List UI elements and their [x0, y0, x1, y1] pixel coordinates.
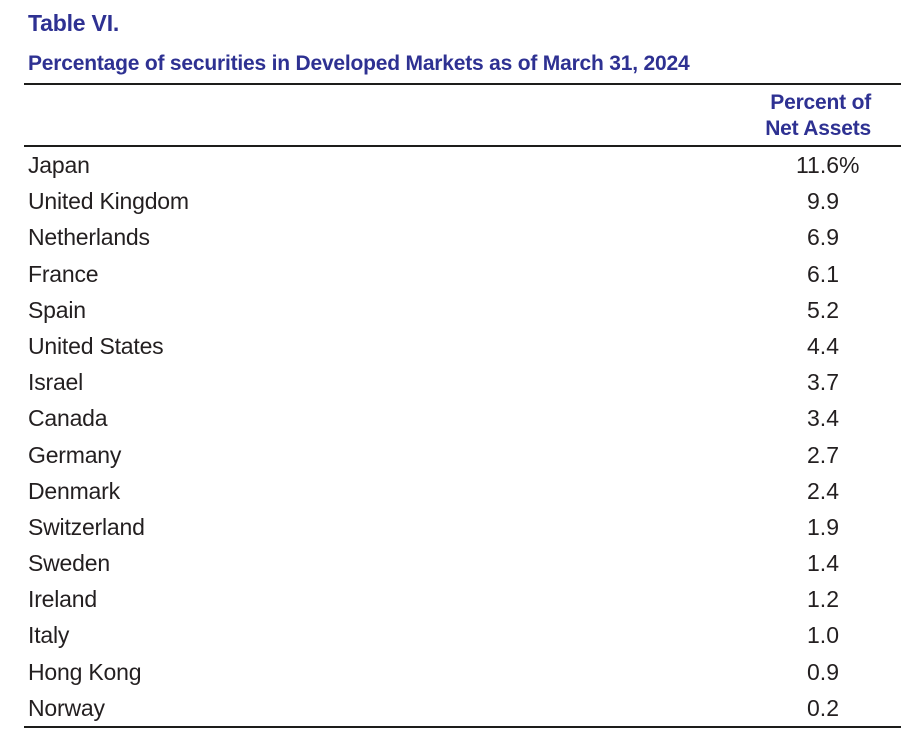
table-row: Canada 3.4 [24, 400, 901, 436]
table-row: Ireland 1.2 [24, 581, 901, 617]
percent-value: 3.7 [807, 364, 839, 400]
table-row: Japan 11.6% [24, 147, 901, 183]
percent-number: 6.9 [807, 224, 839, 251]
percent-value: 1.9 [807, 509, 839, 545]
percent-value: 6.1 [807, 256, 839, 292]
value-column-header-line2: Net Assets [765, 117, 871, 140]
table-row: Hong Kong 0.9 [24, 654, 901, 690]
country-name: Canada [28, 405, 108, 432]
table-row: United Kingdom 9.9 [24, 183, 901, 219]
top-rule [24, 83, 901, 85]
table-row: Italy 1.0 [24, 617, 901, 653]
percent-value: 1.0 [807, 617, 839, 653]
percent-number: 9.9 [807, 188, 839, 215]
percent-number: 3.4 [807, 405, 839, 432]
percent-number: 1.0 [807, 622, 839, 649]
table-row: Denmark 2.4 [24, 473, 901, 509]
country-name: Sweden [28, 550, 110, 577]
country-name: Ireland [28, 586, 97, 613]
country-name: France [28, 260, 99, 287]
percent-number: 5.2 [807, 296, 839, 323]
percent-value: 5.2 [807, 292, 839, 328]
country-name: Switzerland [28, 513, 145, 540]
percent-value: 0.2 [807, 690, 839, 726]
percent-number: 1.9 [807, 513, 839, 540]
table-row: Switzerland 1.9 [24, 509, 901, 545]
value-column-header: Percent of Net Assets [24, 85, 901, 145]
percent-number: 3.7 [807, 369, 839, 396]
country-name: Spain [28, 296, 86, 323]
country-name: Norway [28, 694, 105, 721]
header-rule [24, 145, 901, 147]
percent-value: 1.2 [807, 581, 839, 617]
table-row: Netherlands 6.9 [24, 219, 901, 255]
country-name: United States [28, 332, 164, 359]
table-label: Table VI. [28, 10, 120, 36]
percent-value: 0.9 [807, 654, 839, 690]
percent-number: 0.2 [807, 694, 839, 721]
percent-value: 1.4 [807, 545, 839, 581]
percent-value: 3.4 [807, 400, 839, 436]
table-row: Sweden 1.4 [24, 545, 901, 581]
table-row: Israel 3.7 [24, 364, 901, 400]
country-name: Israel [28, 369, 84, 396]
table-row: Spain 5.2 [24, 292, 901, 328]
table-row: Germany 2.7 [24, 437, 901, 473]
country-name: Denmark [28, 477, 120, 504]
percent-number: 2.7 [807, 441, 839, 468]
percent-value: 2.4 [807, 473, 839, 509]
percent-value: 9.9 [807, 183, 839, 219]
table-row: United States 4.4 [24, 328, 901, 364]
bottom-rule [24, 726, 901, 728]
table-row: Norway 0.2 [24, 690, 901, 726]
country-name: Germany [28, 441, 122, 468]
table-body: Japan 11.6% United Kingdom 9.9 Netherlan… [24, 147, 901, 726]
table-title: Percentage of securities in Developed Ma… [28, 52, 690, 75]
percent-number: 11.6 [795, 152, 839, 178]
percent-value: 6.9 [807, 219, 839, 255]
table-row: France 6.1 [24, 256, 901, 292]
percent-number: 0.9 [807, 658, 839, 685]
percent-number: 4.4 [807, 332, 839, 359]
country-name: United Kingdom [28, 188, 189, 215]
percent-number: 6.1 [807, 260, 839, 287]
value-column-header-line1: Percent of [770, 91, 871, 114]
country-name: Netherlands [28, 224, 150, 251]
percent-value: 11.6% [795, 152, 860, 178]
percent-number: 1.2 [807, 586, 839, 613]
percent-value: 4.4 [807, 328, 839, 364]
percent-number: 1.4 [807, 550, 839, 577]
country-name: Hong Kong [28, 658, 142, 685]
percent-number: 2.4 [807, 477, 839, 504]
country-name: Japan [28, 152, 90, 178]
table-container: Table VI. Percentage of securities in De… [24, 0, 901, 728]
percent-value: 2.7 [807, 437, 839, 473]
country-name: Italy [28, 622, 70, 649]
